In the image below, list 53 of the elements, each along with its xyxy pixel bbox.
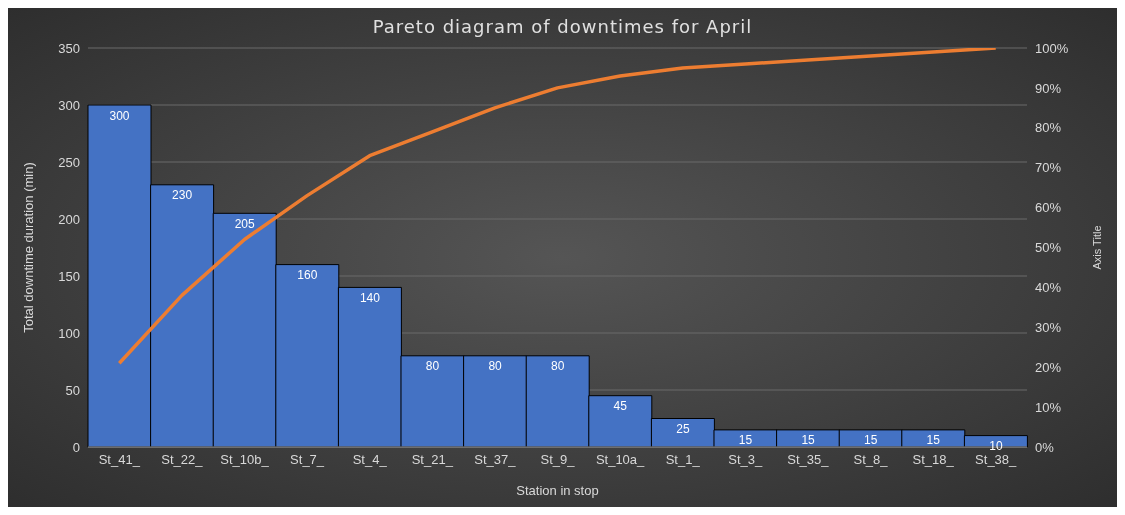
y2-tick-label: 90% — [1035, 80, 1062, 96]
y2-tick-label: 10% — [1035, 399, 1062, 415]
data-label: 45 — [613, 399, 628, 414]
y2-tick-label: 40% — [1035, 280, 1062, 296]
x-tick-label: St_37_ — [474, 452, 517, 468]
x-tick-label: St_21_ — [411, 452, 454, 468]
y-tick-label: 150 — [58, 268, 80, 284]
data-label: 205 — [234, 216, 256, 231]
data-label: 80 — [551, 359, 565, 374]
y-tick-label: 250 — [58, 154, 80, 170]
x-tick-label: St_41_ — [98, 452, 141, 468]
y2-tick-label: 100% — [1035, 40, 1069, 56]
x-axis-title: Station in stop — [516, 483, 599, 498]
y-tick-label: 50 — [65, 382, 80, 398]
x-tick-label: St_38_ — [975, 452, 1018, 468]
data-label: 230 — [172, 188, 193, 203]
data-label: 15 — [926, 433, 941, 448]
chart-title: Pareto diagram of downtimes for April — [371, 16, 754, 37]
data-label: 160 — [297, 268, 318, 283]
x-tick-label: St_8_ — [853, 452, 889, 468]
x-tick-label: St_3_ — [728, 452, 764, 468]
y2-tick-label: 60% — [1035, 200, 1062, 216]
data-label: 15 — [864, 433, 878, 448]
data-label: 80 — [488, 359, 503, 374]
data-label: 25 — [676, 422, 690, 437]
y2-tick-label: 20% — [1035, 359, 1062, 375]
y2-tick-label: 50% — [1035, 240, 1062, 256]
y-tick-label: 350 — [58, 40, 80, 56]
data-label: 140 — [359, 290, 381, 305]
y-axis-title: Total downtime duration (min) — [20, 162, 36, 333]
y-tick-label: 300 — [58, 97, 80, 113]
data-label: 10 — [989, 439, 1003, 454]
x-tick-label: St_10a_ — [595, 452, 646, 468]
x-tick-label: St_1_ — [665, 452, 701, 468]
x-tick-label: St_9_ — [540, 452, 576, 468]
data-label: 300 — [109, 108, 130, 123]
x-tick-label: St_7_ — [290, 452, 325, 468]
x-tick-label: St_22_ — [161, 452, 204, 468]
y2-tick-label: 70% — [1035, 160, 1062, 176]
y-tick-label: 200 — [58, 211, 80, 227]
data-label: 15 — [738, 433, 753, 448]
data-label: 15 — [801, 433, 816, 448]
x-tick-label: St_10b_ — [220, 452, 270, 468]
y-tick-label: 0 — [72, 439, 80, 455]
y2-tick-label: 30% — [1035, 319, 1062, 335]
data-label: 80 — [425, 359, 440, 374]
y2-tick-label: 0% — [1035, 439, 1055, 455]
x-tick-label: St_18_ — [912, 452, 955, 468]
x-tick-label: St_35_ — [787, 452, 830, 468]
x-tick-label: St_4_ — [352, 452, 388, 468]
y2-axis-title: Axis Title — [1090, 225, 1103, 270]
y-tick-label: 100 — [58, 325, 80, 341]
y2-tick-label: 80% — [1035, 120, 1062, 136]
